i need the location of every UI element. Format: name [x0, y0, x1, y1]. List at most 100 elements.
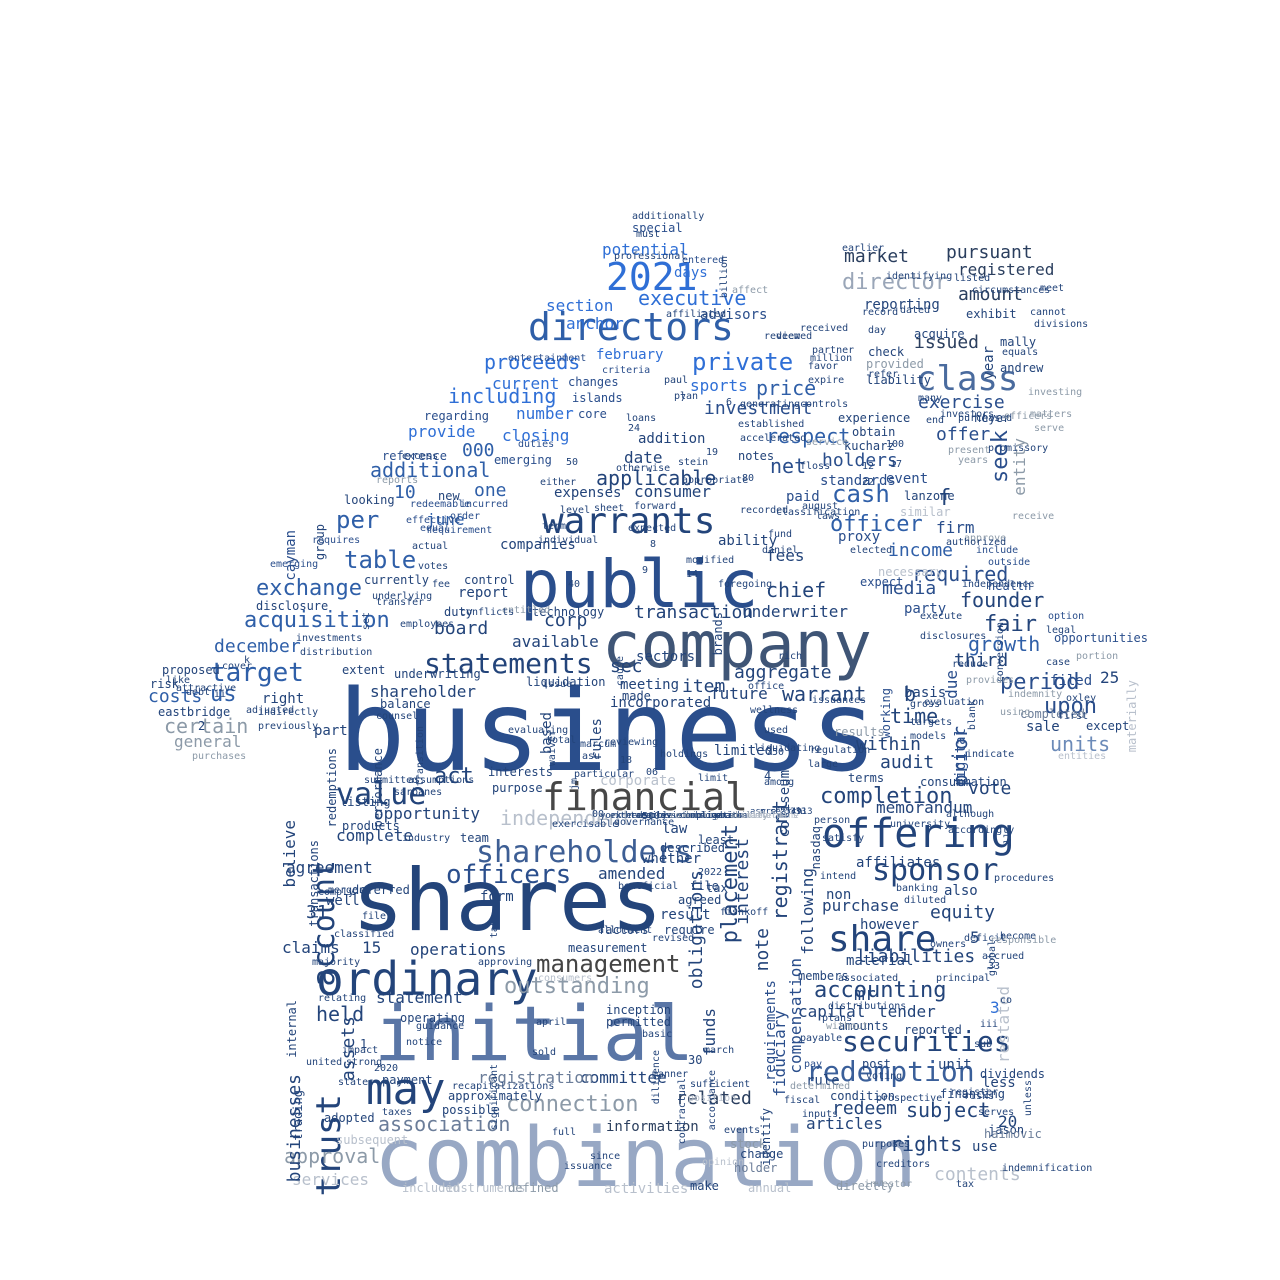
word-520: llc	[1003, 826, 1014, 845]
word-395: march	[704, 1045, 735, 1056]
word-538: 6	[726, 397, 733, 408]
word-254: associated	[838, 973, 899, 984]
word-287: performance	[371, 748, 385, 828]
word-272: include	[976, 545, 1019, 556]
word-562: three	[620, 811, 648, 821]
word-561: exceeds	[610, 811, 648, 821]
word-100: sec	[610, 656, 643, 677]
word-296: duty	[444, 605, 473, 619]
word-528: distributions	[828, 1001, 907, 1012]
word-487: affect	[732, 285, 769, 296]
word-42: market	[844, 246, 910, 267]
word-308: investments	[296, 633, 363, 644]
word-126: claims	[282, 938, 340, 957]
word-557: search	[770, 807, 803, 817]
word-129: costs	[148, 686, 203, 707]
word-507: conversion	[995, 622, 1006, 683]
word-307: adjusted	[246, 705, 295, 716]
word-39: including	[448, 384, 557, 408]
word-36: completion	[820, 784, 953, 809]
word-167: ability	[718, 533, 778, 549]
word-102: future	[710, 684, 768, 703]
word-166: fees	[766, 546, 805, 565]
word-493: end	[926, 415, 945, 426]
word-486: affiliated	[666, 309, 727, 320]
word-461: distribution	[300, 647, 373, 658]
word-198: islands	[572, 391, 623, 405]
word-509: provides	[966, 675, 1015, 686]
word-522: accrued	[982, 951, 1025, 962]
word-94: shareholder	[370, 682, 476, 701]
word-200: changes	[568, 375, 619, 389]
word-190: well	[326, 893, 360, 909]
word-208: heyer	[974, 411, 1011, 425]
word-372: entertainment	[508, 353, 587, 364]
word-191: part	[314, 723, 348, 739]
word-397: allotment	[598, 925, 653, 936]
word-133: closing	[502, 426, 570, 445]
word-448: modified	[686, 555, 735, 566]
word-182: corporate	[600, 773, 676, 789]
word-29: per	[336, 506, 380, 534]
word-186: form	[480, 889, 514, 905]
word-317: sold	[532, 1047, 557, 1058]
word-227: directly	[836, 1179, 894, 1193]
word-256: intend	[820, 871, 857, 882]
word-50: respect	[766, 424, 851, 448]
word-271: expect	[860, 575, 904, 589]
word-108: capital	[798, 1002, 866, 1021]
word-251: reported	[904, 1023, 962, 1037]
word-449: entitled	[502, 605, 551, 616]
word-286: interests	[488, 765, 554, 779]
word-325: agreed	[678, 893, 722, 907]
word-373: criteria	[602, 365, 651, 376]
word-403: regulation	[810, 745, 871, 756]
word-424: inputs	[802, 1109, 839, 1120]
word-535: 50	[566, 457, 579, 468]
word-514: first	[1058, 711, 1089, 722]
word-334: tax	[706, 881, 728, 895]
word-340: 1	[360, 1037, 368, 1051]
word-527: register	[950, 1087, 999, 1098]
word-105: filed	[1050, 673, 1093, 689]
word-365: cannot	[1030, 307, 1067, 318]
word-284: liquidation	[526, 675, 606, 689]
word-219: purchases	[192, 751, 247, 762]
word-177: standards	[820, 473, 896, 489]
word-500: approve	[964, 533, 1007, 544]
word-258: procedures	[994, 873, 1055, 884]
word-278: except	[1086, 719, 1130, 733]
word-18: officers	[446, 860, 572, 890]
word-400: fishkoff	[720, 907, 769, 918]
word-180: year	[981, 346, 997, 380]
word-12: class	[916, 359, 1019, 399]
word-141: sports	[690, 376, 748, 395]
word-98: companies	[500, 537, 576, 553]
word-57: founder	[960, 588, 1045, 612]
word-136: section	[546, 296, 614, 315]
word-482: either	[540, 477, 577, 488]
word-37: private	[692, 348, 794, 376]
word-555: asc	[750, 807, 767, 817]
word-90: agreement	[286, 858, 373, 877]
word-440: received	[800, 323, 849, 334]
word-386: merger	[328, 885, 365, 896]
word-76: general	[174, 732, 242, 751]
word-523: serves	[978, 1107, 1015, 1118]
word-152: f	[938, 486, 952, 511]
word-451: fee	[432, 579, 451, 590]
word-503: elected	[850, 545, 893, 556]
word-345: expire	[808, 375, 845, 386]
word-224: included	[402, 1181, 460, 1195]
word-316: april	[536, 1017, 567, 1028]
word-313: operating	[400, 1011, 466, 1025]
word-304: risk	[150, 677, 179, 691]
word-322: measurement	[568, 941, 648, 955]
word-462: indirectly	[258, 707, 319, 718]
word-550: 22	[862, 477, 875, 488]
word-324: require	[664, 923, 715, 937]
word-83: information	[606, 1119, 699, 1135]
word-201: advisors	[700, 307, 768, 323]
word-498: serve	[1034, 423, 1065, 434]
word-242: adopted	[324, 1111, 375, 1125]
